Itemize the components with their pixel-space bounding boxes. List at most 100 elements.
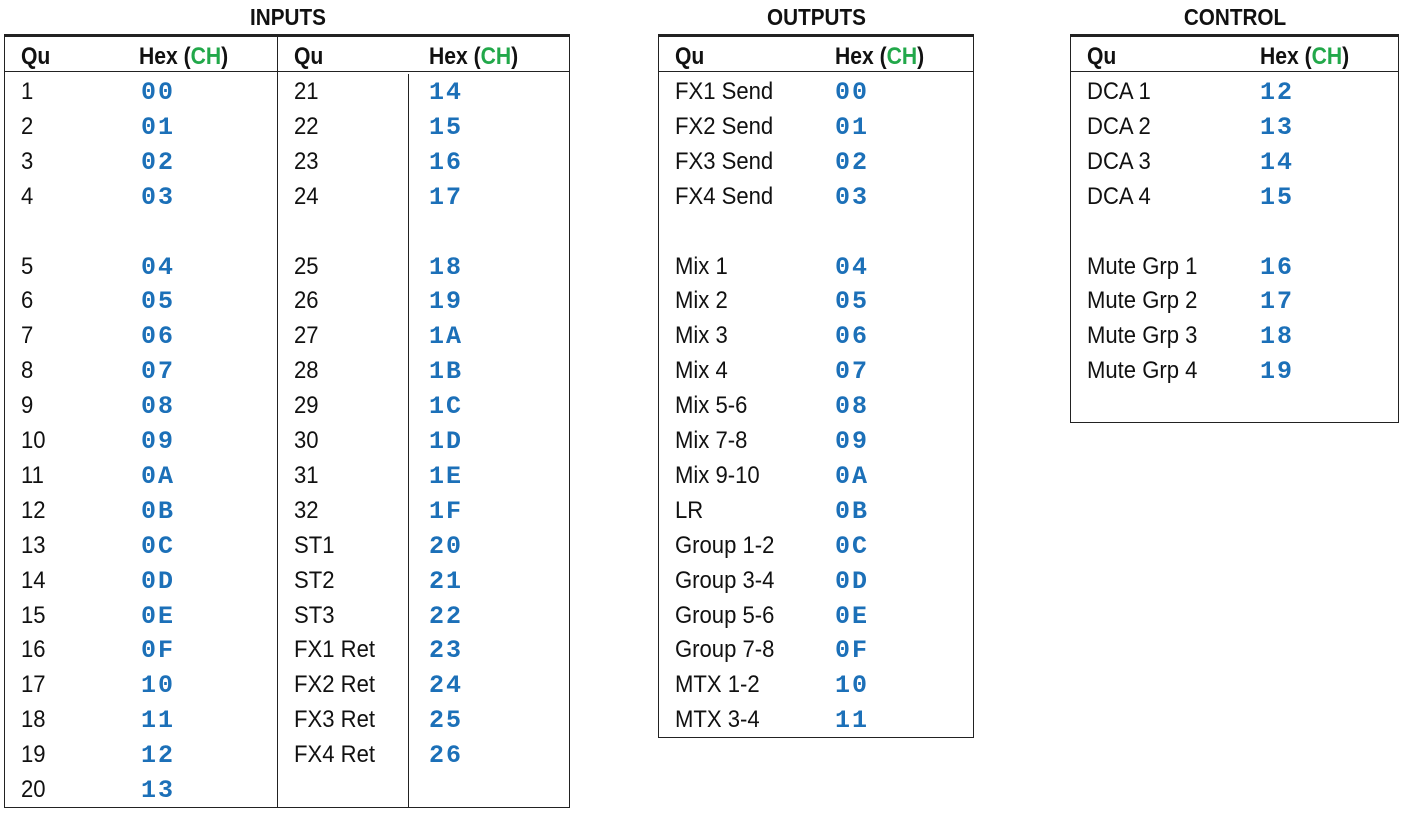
qu-label: ST1 <box>294 532 335 559</box>
hex-value: 21 <box>429 567 464 596</box>
hex-value: 15 <box>1260 183 1295 212</box>
qu-label: 10 <box>21 427 46 454</box>
hex-value: 19 <box>1260 357 1295 386</box>
qu-label: 7 <box>21 322 34 349</box>
hex-value: 0F <box>835 636 870 665</box>
hex-value: 0D <box>835 567 870 596</box>
hex-value: 07 <box>141 357 176 386</box>
ch-label: CH <box>886 43 918 70</box>
hex-value: 17 <box>429 183 464 212</box>
hex-value: 0B <box>835 497 870 526</box>
qu-label: 31 <box>294 462 319 489</box>
qu-label: 12 <box>21 497 46 524</box>
inputs-title: INPUTS <box>250 4 326 30</box>
hex-value: 00 <box>141 78 176 107</box>
hex-value: 01 <box>141 113 176 142</box>
qu-label: 23 <box>294 148 319 175</box>
qu-label: FX3 Ret <box>294 706 375 733</box>
qu-label: 28 <box>294 357 319 384</box>
qu-label: 4 <box>21 183 34 210</box>
qu-label: DCA 1 <box>1087 78 1151 105</box>
outputs-header-qu: Qu <box>675 43 705 70</box>
hex-value: 17 <box>1260 287 1295 316</box>
hex-value: 25 <box>429 706 464 735</box>
hex-value: 04 <box>141 253 176 282</box>
qu-label: Mix 9-10 <box>675 462 760 489</box>
qu-label: 16 <box>21 636 46 663</box>
outputs-table: Qu Hex (CH) FX1 Send 00 FX2 Send 01 FX3 Send… <box>658 34 974 738</box>
hex-value: 20 <box>429 532 464 561</box>
hex-value: 09 <box>835 427 870 456</box>
qu-label: MTX 1-2 <box>675 671 760 698</box>
qu-label: 30 <box>294 427 319 454</box>
hex-value: 26 <box>429 741 464 770</box>
hex-value: 22 <box>429 602 464 631</box>
outputs-header-hex: Hex (CH) <box>835 43 925 70</box>
ch-label: CH <box>480 43 512 70</box>
hex-value: 12 <box>1260 78 1295 107</box>
hex-value: 0F <box>141 636 176 665</box>
hex-value: 12 <box>141 741 176 770</box>
qu-label: FX4 Ret <box>294 741 375 768</box>
hex-value: 05 <box>141 287 176 316</box>
qu-label: Mute Grp 3 <box>1087 322 1198 349</box>
hex-value: 02 <box>141 148 176 177</box>
hex-value: 1E <box>429 462 464 491</box>
hex-value: 11 <box>141 706 176 735</box>
qu-label: 11 <box>21 462 44 489</box>
qu-label: ST2 <box>294 567 335 594</box>
hex-value: 04 <box>835 253 870 282</box>
hex-value: 14 <box>429 78 464 107</box>
hex-value: 03 <box>141 183 176 212</box>
qu-label: Mix 4 <box>675 357 728 384</box>
qu-label: DCA 2 <box>1087 113 1151 140</box>
qu-label: FX3 Send <box>675 148 774 175</box>
hex-value: 15 <box>429 113 464 142</box>
hex-value: 02 <box>835 148 870 177</box>
control-table: Qu Hex (CH) DCA 1 12 DCA 2 13 DCA 3 14 DCA 4 15… <box>1070 34 1399 423</box>
qu-label: 2 <box>21 113 34 140</box>
qu-label: Mix 7-8 <box>675 427 748 454</box>
qu-label: 21 <box>294 78 319 105</box>
hex-value: 01 <box>835 113 870 142</box>
qu-label: FX4 Send <box>675 183 774 210</box>
hex-value: 08 <box>835 392 870 421</box>
hex-value: 0A <box>141 462 176 491</box>
hex-value: 18 <box>1260 322 1295 351</box>
qu-label: FX2 Ret <box>294 671 375 698</box>
qu-label: DCA 4 <box>1087 183 1151 210</box>
hex-value: 0E <box>141 602 176 631</box>
qu-label: 9 <box>21 392 34 419</box>
hex-value: 16 <box>1260 253 1295 282</box>
control-header-qu: Qu <box>1087 43 1117 70</box>
qu-label: 15 <box>21 602 46 629</box>
hex-value: 24 <box>429 671 464 700</box>
qu-label: 6 <box>21 287 34 314</box>
control-title: CONTROL <box>1183 4 1287 30</box>
hex-value: 09 <box>141 427 176 456</box>
hex-value: 1F <box>429 497 464 526</box>
qu-label: Mix 3 <box>675 322 728 349</box>
ch-label: CH <box>190 43 222 70</box>
hex-value: 0B <box>141 497 176 526</box>
hex-value: 00 <box>835 78 870 107</box>
qu-label: 1 <box>21 78 34 105</box>
qu-label: 19 <box>21 741 46 768</box>
qu-label: FX2 Send <box>675 113 774 140</box>
qu-label: 22 <box>294 113 319 140</box>
qu-label: 14 <box>21 567 46 594</box>
hex-value: 0D <box>141 567 176 596</box>
qu-label: Mute Grp 4 <box>1087 357 1198 384</box>
qu-label: 17 <box>21 671 46 698</box>
inputs-col2-header-qu: Qu <box>294 43 324 70</box>
qu-label: DCA 3 <box>1087 148 1151 175</box>
hex-value: 10 <box>141 671 176 700</box>
qu-label: 13 <box>21 532 46 559</box>
control-section: CONTROL Qu Hex (CH) DCA 1 12 DCA 2 13 DCA 3 1… <box>1070 0 1400 815</box>
qu-label: 5 <box>21 253 34 280</box>
qu-label: 20 <box>21 776 46 803</box>
qu-label: Mute Grp 1 <box>1087 253 1198 280</box>
outputs-title: OUTPUTS <box>767 4 866 30</box>
qu-label: 25 <box>294 253 319 280</box>
hex-value: 1A <box>429 322 464 351</box>
